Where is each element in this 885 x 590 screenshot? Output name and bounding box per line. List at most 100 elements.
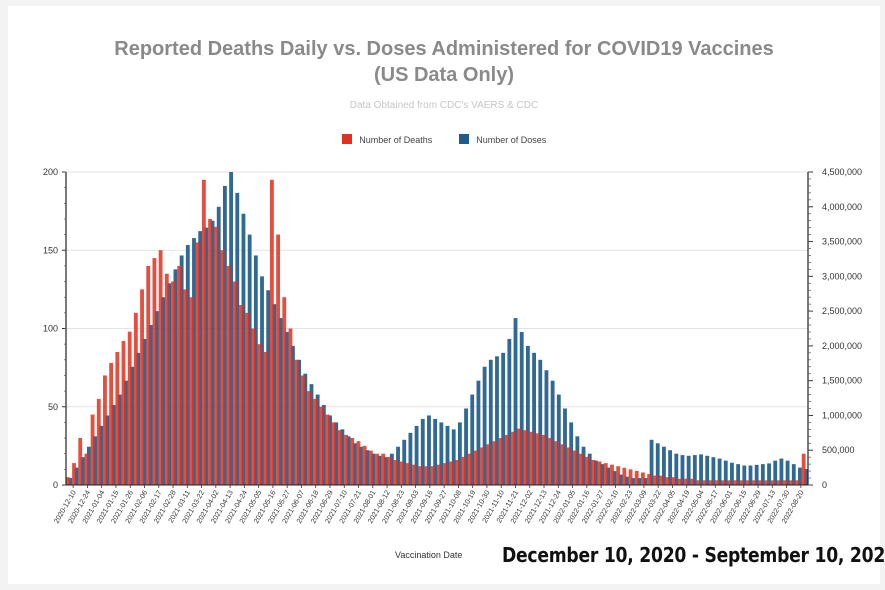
deaths-bar bbox=[572, 450, 577, 485]
doses-bar bbox=[538, 359, 543, 485]
deaths-bar bbox=[455, 459, 460, 485]
doses-bar bbox=[773, 460, 778, 485]
deaths-bar bbox=[146, 265, 151, 485]
doses-bar bbox=[68, 478, 73, 485]
doses-bar bbox=[705, 455, 710, 485]
deaths-series bbox=[65, 179, 806, 485]
deaths-bar bbox=[597, 461, 602, 485]
doses-bar bbox=[136, 352, 141, 485]
doses-bar bbox=[686, 455, 691, 485]
doses-bar bbox=[501, 352, 506, 485]
doses-bar bbox=[587, 453, 592, 485]
deaths-bar bbox=[727, 480, 732, 485]
legend-item-deaths[interactable]: Number of Deaths bbox=[341, 134, 432, 145]
deaths-bar bbox=[548, 438, 553, 485]
deaths-bar bbox=[121, 341, 126, 485]
deaths-bar bbox=[356, 441, 361, 485]
right-axis-ticks: 0 500,000 1,000,000 1,500,000 2,000,000 2,500… bbox=[808, 167, 862, 490]
doses-bar bbox=[284, 331, 289, 485]
doses-bar bbox=[346, 436, 351, 485]
doses-bar bbox=[235, 192, 240, 485]
right-tick-label: 1,000,000 bbox=[822, 410, 862, 420]
doses-bar bbox=[612, 471, 617, 485]
doses-bar bbox=[111, 405, 116, 485]
deaths-bar bbox=[232, 281, 237, 485]
deaths-bar bbox=[764, 480, 769, 485]
right-tick-label: 4,500,000 bbox=[822, 167, 862, 177]
deaths-bar bbox=[350, 438, 355, 485]
doses-bar bbox=[389, 453, 394, 485]
doses-bar bbox=[798, 467, 802, 485]
doses-bar bbox=[247, 234, 252, 485]
right-tick-label: 500,000 bbox=[822, 445, 855, 455]
deaths-bar bbox=[579, 453, 583, 485]
deaths-bar bbox=[72, 463, 76, 485]
deaths-bar bbox=[300, 375, 305, 485]
doses-bar bbox=[93, 436, 97, 485]
deaths-bar bbox=[739, 480, 744, 485]
deaths-bar bbox=[424, 466, 429, 485]
deaths-bar bbox=[127, 331, 132, 485]
deaths-bar bbox=[214, 226, 219, 485]
deaths-bar bbox=[653, 475, 658, 485]
doses-bar bbox=[179, 255, 184, 485]
x-axis-ticks: 2020-12-102020-12-242021-01-042021-01-15… bbox=[52, 485, 806, 525]
doses-bar bbox=[291, 345, 295, 485]
deaths-bar bbox=[189, 297, 194, 485]
deaths-bar bbox=[498, 438, 503, 485]
doses-bar bbox=[80, 457, 85, 485]
doses-bar bbox=[730, 462, 734, 485]
deaths-bar bbox=[430, 466, 435, 485]
doses-bar bbox=[414, 425, 419, 485]
right-tick-label: 1,500,000 bbox=[822, 376, 862, 386]
doses-bar bbox=[371, 453, 376, 485]
deaths-bar bbox=[591, 459, 596, 485]
deaths-bar bbox=[406, 463, 410, 485]
doses-bar bbox=[791, 464, 796, 485]
doses-bar bbox=[210, 220, 215, 485]
deaths-bar bbox=[177, 265, 182, 485]
deaths-bar bbox=[542, 434, 546, 485]
legend-swatch-doses bbox=[458, 134, 469, 144]
deaths-bar bbox=[628, 469, 633, 485]
doses-bar bbox=[451, 429, 456, 485]
legend-item-doses[interactable]: Number of Doses bbox=[458, 134, 547, 145]
deaths-bar bbox=[449, 461, 454, 485]
deaths-bar bbox=[399, 461, 404, 485]
doses-bar bbox=[334, 422, 339, 485]
deaths-bar bbox=[183, 289, 188, 485]
deaths-bar bbox=[331, 422, 336, 485]
deaths-bar bbox=[523, 430, 528, 485]
deaths-bar bbox=[263, 351, 268, 485]
doses-bar bbox=[637, 478, 642, 485]
doses-bar bbox=[321, 405, 326, 485]
doses-bar bbox=[457, 422, 462, 485]
doses-bar bbox=[680, 455, 685, 485]
deaths-bar bbox=[603, 463, 608, 485]
deaths-bar bbox=[696, 480, 701, 485]
deaths-bar bbox=[375, 453, 379, 485]
doses-bar bbox=[723, 460, 728, 485]
doses-bar bbox=[556, 394, 561, 485]
doses-bar bbox=[328, 415, 332, 485]
doses-bar bbox=[748, 465, 753, 485]
deaths-bar bbox=[436, 464, 441, 485]
deaths-bar bbox=[480, 447, 485, 485]
deaths-bar bbox=[777, 480, 781, 485]
legend-label-doses: Number of Doses bbox=[476, 135, 547, 145]
doses-bar bbox=[476, 380, 481, 485]
doses-bar bbox=[99, 425, 104, 485]
doses-bar bbox=[408, 432, 413, 485]
doses-bar bbox=[303, 373, 308, 485]
doses-bar bbox=[278, 318, 283, 485]
doses-bar bbox=[185, 245, 190, 485]
doses-bar bbox=[464, 408, 468, 485]
doses-bar bbox=[550, 380, 555, 485]
doses-bar bbox=[315, 394, 320, 485]
doses-bar bbox=[804, 469, 809, 485]
deaths-bar bbox=[220, 250, 225, 485]
deaths-bar bbox=[647, 474, 652, 485]
right-tick-label: 3,000,000 bbox=[822, 271, 862, 281]
deaths-bar bbox=[251, 328, 256, 485]
